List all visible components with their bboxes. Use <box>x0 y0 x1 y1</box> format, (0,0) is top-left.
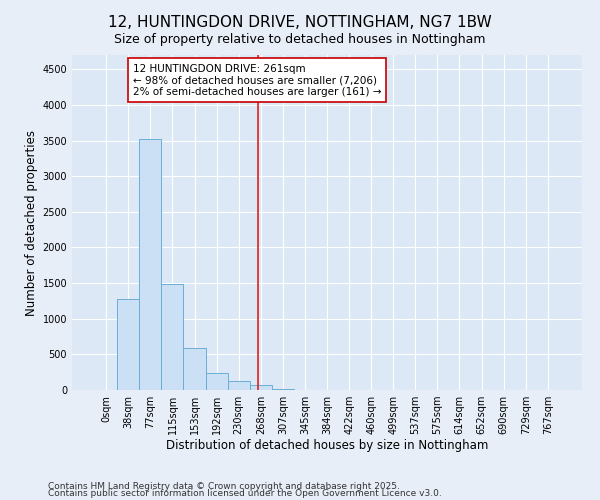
X-axis label: Distribution of detached houses by size in Nottingham: Distribution of detached houses by size … <box>166 438 488 452</box>
Text: Contains public sector information licensed under the Open Government Licence v3: Contains public sector information licen… <box>48 490 442 498</box>
Bar <box>206 372 227 390</box>
Text: Size of property relative to detached houses in Nottingham: Size of property relative to detached ho… <box>114 32 486 46</box>
Y-axis label: Number of detached properties: Number of detached properties <box>25 130 38 316</box>
Bar <box>227 380 250 390</box>
Bar <box>272 388 294 390</box>
Text: 12 HUNTINGDON DRIVE: 261sqm
← 98% of detached houses are smaller (7,206)
2% of s: 12 HUNTINGDON DRIVE: 261sqm ← 98% of det… <box>133 64 381 97</box>
Bar <box>117 299 139 390</box>
Bar <box>184 348 206 390</box>
Bar <box>250 385 272 390</box>
Text: Contains HM Land Registry data © Crown copyright and database right 2025.: Contains HM Land Registry data © Crown c… <box>48 482 400 491</box>
Bar <box>161 284 184 390</box>
Text: 12, HUNTINGDON DRIVE, NOTTINGHAM, NG7 1BW: 12, HUNTINGDON DRIVE, NOTTINGHAM, NG7 1B… <box>108 15 492 30</box>
Bar <box>139 139 161 390</box>
